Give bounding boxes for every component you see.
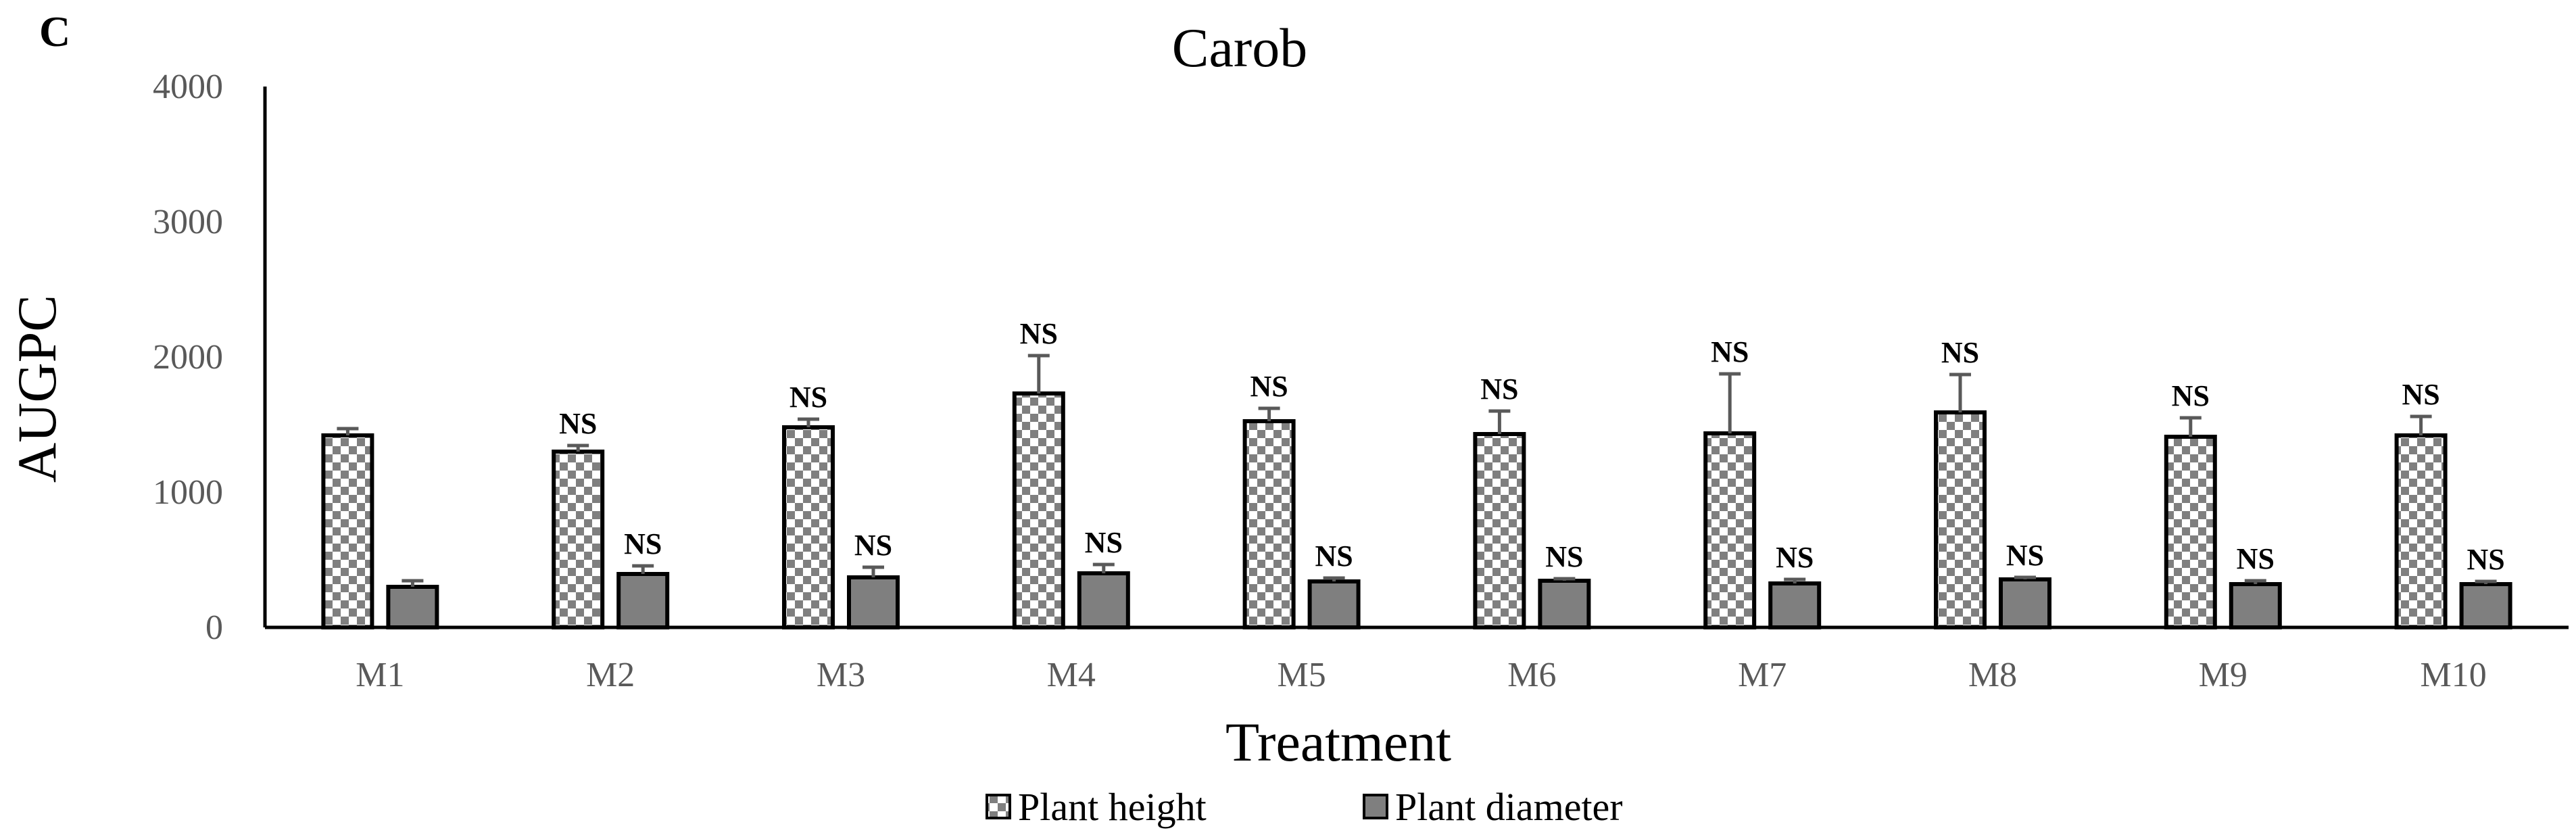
bar-plant-diameter [2459, 582, 2512, 629]
legend-label-plant-height: Plant height [1018, 785, 1207, 829]
x-tick-label: M9 [2199, 656, 2247, 694]
significance-label: NS [1545, 540, 1583, 573]
significance-label: NS [624, 527, 662, 560]
bar-plant-height [2164, 435, 2217, 629]
bar-plant-diameter [1538, 579, 1591, 629]
x-tick-label: M8 [1968, 656, 2017, 694]
bar-plant-height [1012, 391, 1065, 629]
significance-label: NS [1776, 541, 1814, 574]
significance-labels-group: NS NS NS NS NS NS NS NS NS NS NS NS NS NS NS NS NS NS [559, 317, 2505, 576]
legend: Plant height Plant diameter [986, 785, 1623, 829]
significance-label: NS [2237, 542, 2275, 575]
legend-item-plant-diameter: Plant diameter [1363, 785, 1623, 829]
significance-label: NS [2172, 379, 2210, 412]
bar-plant-height [321, 433, 374, 629]
x-tick-label: M5 [1277, 656, 1326, 694]
significance-label: NS [559, 407, 597, 440]
significance-label: NS [2466, 543, 2504, 576]
legend-item-plant-height: Plant height [986, 785, 1207, 829]
legend-swatch-plant-diameter [1363, 794, 1388, 819]
bar-plant-diameter [1999, 577, 2051, 629]
bar-plant-height [782, 425, 835, 629]
x-tick-label: M6 [1507, 656, 1556, 694]
x-tick-label: M1 [356, 656, 404, 694]
y-axis-title: AUGPC [6, 295, 68, 483]
x-tick-label: M2 [586, 656, 635, 694]
y-tick-label: 4000 [153, 68, 223, 106]
x-tick-label: M3 [817, 656, 865, 694]
significance-label: NS [1480, 373, 1518, 406]
bar-plant-diameter [847, 575, 900, 629]
bar-plant-diameter [1307, 579, 1361, 629]
significance-label: NS [1250, 370, 1288, 403]
significance-label: NS [2006, 539, 2044, 572]
significance-label: NS [1315, 540, 1353, 573]
bar-plant-height [1242, 419, 1296, 629]
x-axis-ticks: M1 M2 M3 M4 M5 M6 M7 M8 M9 M10 [356, 656, 2486, 694]
x-tick-label: M7 [1738, 656, 1787, 694]
y-tick-label: 1000 [153, 473, 223, 512]
panel-label: C [39, 7, 70, 55]
bar-plant-diameter [616, 572, 670, 629]
legend-label-plant-diameter: Plant diameter [1395, 785, 1623, 829]
bars-group [321, 391, 2512, 629]
x-tick-label: M10 [2420, 656, 2486, 694]
y-axis-ticks: 0 1000 2000 3000 4000 [153, 68, 223, 647]
bar-plant-diameter [1768, 581, 1822, 629]
chart-title: Carob [1172, 17, 1307, 78]
y-tick-label: 3000 [153, 203, 223, 241]
significance-label: NS [2402, 378, 2439, 411]
bar-plant-height [1703, 431, 1757, 629]
bar-plant-height [552, 450, 605, 629]
x-tick-label: M4 [1047, 656, 1096, 694]
bar-plant-height [1934, 410, 1987, 629]
bar-plant-height [1473, 432, 1526, 629]
bar-plant-diameter [386, 585, 439, 629]
bar-plant-height [2394, 433, 2448, 629]
significance-label: NS [854, 529, 892, 562]
error-bars-group [337, 354, 2497, 587]
y-tick-label: 0 [205, 608, 223, 647]
significance-label: NS [1085, 526, 1123, 559]
significance-label: NS [1020, 317, 1058, 350]
y-tick-label: 2000 [153, 338, 223, 377]
significance-label: NS [1711, 335, 1749, 368]
bar-plant-diameter [1077, 571, 1130, 629]
bar-plant-diameter [2229, 582, 2282, 629]
significance-label: NS [789, 381, 827, 414]
x-axis-title: Treatment [1225, 711, 1451, 773]
legend-swatch-plant-height [986, 794, 1011, 819]
significance-label: NS [1941, 336, 1979, 369]
